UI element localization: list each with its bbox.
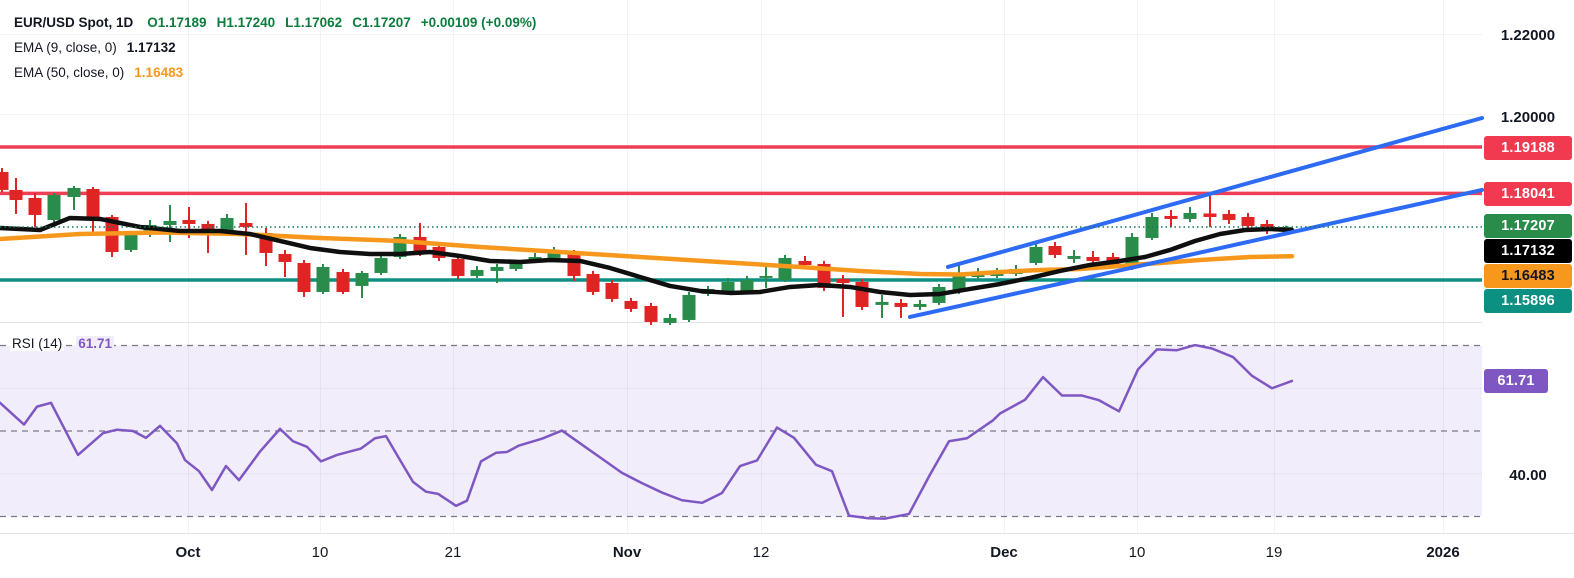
ema9-line[interactable] [0,215,1295,298]
time-axis-label: 2026 [1426,544,1460,561]
price-axis-badge: 1.15896 [1484,289,1572,313]
price-axis-badge: 1.19188 [1484,136,1572,160]
candle-body [1183,212,1197,219]
candle-body [894,302,908,307]
chart-legend: EUR/USD Spot, 1D O1.17189 H1.17240 L1.17… [14,10,546,85]
price-axis[interactable]: 1.22000 1.20000 40.00 1.19188 1.18041 1.17207… [1482,0,1574,578]
symbol-ohlc-row[interactable]: EUR/USD Spot, 1D O1.17189 H1.17240 L1.17… [14,10,546,35]
price-axis-label: 40.00 [1509,467,1547,484]
candle-body [9,189,23,200]
candle-body [1222,213,1236,220]
candle-body [682,294,696,320]
candle-body [913,303,927,307]
candle-body [28,197,42,215]
ema50-legend-row[interactable]: EMA (50, close, 0) 1.16483 [14,60,546,85]
candle-body [182,219,196,224]
time-axis-label: 10 [311,544,329,561]
candle-body [1029,246,1043,263]
ema50-value: 1.16483 [134,65,184,80]
ohlc-high: H1.17240 [216,15,276,30]
price-axis-badge: 1.16483 [1484,264,1572,288]
candle-body [163,220,177,225]
time-axis-label: 21 [444,544,462,561]
candle-body [1241,216,1255,226]
trendline[interactable] [908,187,1484,319]
price-axis-label: 1.22000 [1500,27,1556,44]
candle-body [239,222,253,227]
candle-body [855,281,869,307]
candle-body [567,253,581,276]
candle-body [1203,213,1217,217]
trendline[interactable] [946,115,1484,269]
time-axis-label: 19 [1265,544,1283,561]
candle-body [1086,256,1100,261]
rsi-line[interactable] [0,343,1294,520]
ema9-label: EMA (9, close, 0) [14,40,117,55]
candle-body [86,188,100,220]
candle-body [67,187,81,197]
time-axis-label: Oct [175,544,201,561]
candle-body [875,301,889,305]
time-axis-label: Nov [612,544,642,561]
candle-body [509,262,523,269]
candle-body [778,257,792,280]
candle-body [124,234,138,250]
candle-body [355,272,369,286]
candle-body [663,317,677,323]
candle-body [740,279,754,292]
ohlc-close: C1.17207 [352,15,411,30]
candle-body [721,281,735,293]
candle-body [586,273,600,292]
candle-body [451,258,465,276]
candle-body [374,257,388,273]
candle-body [220,217,234,230]
rsi-indicator-value: 61.71 [76,336,115,351]
candle-body [0,171,9,190]
candle-body [547,252,561,258]
time-axis-label: 10 [1128,544,1146,561]
candle-body [1067,255,1081,259]
price-axis-badge: 1.18041 [1484,182,1572,206]
candle-body [605,282,619,299]
ema9-value: 1.17132 [126,40,176,55]
candle-body [1164,215,1178,219]
ema50-line[interactable] [0,230,1295,277]
candle-body [759,275,773,278]
symbol-title: EUR/USD Spot, 1D [14,15,134,30]
candle-body [644,305,658,322]
time-axis[interactable]: Oct 10 21 Nov 12 Dec 10 19 2026 [0,534,1482,578]
rsi-axis-badge: 61.71 [1484,369,1548,393]
ema50-label: EMA (50, close, 0) [14,65,125,80]
time-axis-label: Dec [990,544,1018,561]
candle-body [798,260,812,265]
ohlc-change: +0.00109 (+0.09%) [420,15,537,30]
time-axis-label: 12 [752,544,770,561]
candle-body [470,269,484,276]
price-axis-label: 1.20000 [1500,109,1556,126]
ema9-legend-row[interactable]: EMA (9, close, 0) 1.17132 [14,35,546,60]
ohlc-low: L1.17062 [285,15,343,30]
candle-body [336,271,350,292]
candle-body [624,300,638,309]
candle-body [836,278,850,283]
candle-body [490,266,504,271]
ohlc-open: O1.17189 [147,15,207,30]
candle-body [47,194,61,220]
candle-body [1048,245,1062,255]
price-axis-badge: 1.17132 [1484,239,1572,263]
rsi-indicator-label: RSI (14) [10,336,65,351]
rsi-legend-row[interactable]: RSI (14) 61.71 [10,336,115,351]
candle-body [316,266,330,292]
candle-body [297,262,311,292]
price-axis-badge: 1.17207 [1484,214,1572,238]
candle-body [278,253,292,262]
